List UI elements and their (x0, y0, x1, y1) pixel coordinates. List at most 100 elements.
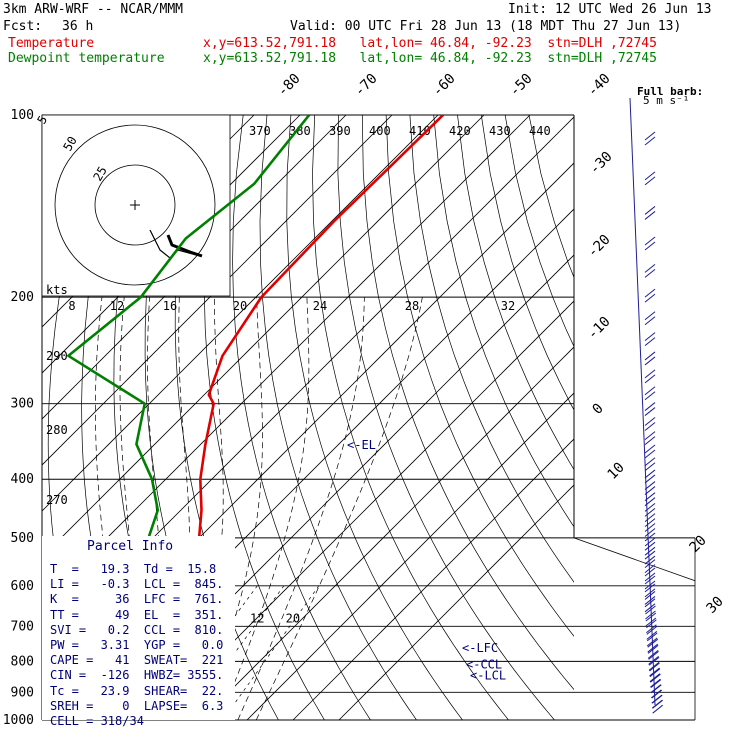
parcel-row: T = 19.3 Td = 15.8 (50, 562, 217, 576)
parcel-row: LI = -0.3 LCL = 845. (50, 577, 224, 592)
pressure-tick-label: 100 (11, 108, 34, 123)
hodograph-speed-label: 32 (501, 299, 515, 313)
pressure-tick-label: 1000 (3, 713, 34, 728)
parcel-row: Tc = 23.9 SHEAR= 22. (50, 683, 224, 698)
wind-barb (644, 591, 656, 605)
isotherm-line (42, 115, 347, 420)
mixing-ratio-label: 12 (250, 611, 264, 625)
valid-time: Valid: 00 UTC Fri 28 Jun 13 (18 MDT Thu … (290, 19, 682, 34)
isotherm-label: -60 (430, 71, 459, 100)
wind-barb (644, 575, 656, 590)
isotherm-line (200, 346, 574, 720)
pressure-tick-label: 600 (11, 579, 34, 594)
isotherm-label: -10 (585, 314, 614, 343)
wind-unit: 5 m s⁻¹ (643, 94, 689, 107)
dry-adiabat (385, 115, 574, 637)
dry-adiabat (361, 115, 574, 691)
wind-barb (644, 583, 656, 598)
isotherm-label: 0 (590, 401, 607, 418)
wind-barb (644, 402, 656, 416)
isotherm-line (338, 484, 574, 720)
isotherm-label: -30 (587, 149, 616, 178)
parcel-info-title: Parcel Info (87, 539, 174, 554)
moist-adiabat (237, 297, 365, 720)
theta-label: 370 (249, 124, 271, 138)
isotherm-line (42, 115, 393, 466)
level-marker-el: <-EL (347, 438, 376, 452)
wind-barb (644, 236, 656, 251)
pressure-tick-label: 900 (11, 685, 34, 700)
wind-barb (644, 311, 656, 326)
wind-barb (650, 673, 661, 688)
wind-barb (644, 532, 656, 547)
wind-barb (649, 668, 661, 683)
pressure-tick-label: 800 (11, 654, 34, 669)
isotherm-line (42, 115, 485, 558)
theta-label-low: 290 (46, 349, 68, 363)
wind-barb (644, 513, 656, 528)
wind-barb (646, 626, 658, 640)
wind-barb (646, 632, 658, 647)
wind-barb (650, 679, 662, 693)
moist-adiabat (163, 297, 190, 720)
dry-adiabat (204, 115, 325, 720)
wind-barb (644, 431, 656, 446)
theta-label: 390 (329, 124, 351, 138)
wind-barb (644, 559, 656, 574)
wind-barb (644, 131, 656, 146)
diagonal-edge (573, 537, 696, 582)
isotherm-label: 30 (704, 594, 727, 617)
hodograph-unit: kts (46, 283, 68, 297)
wind-barb (644, 288, 656, 303)
isotherm-label: -40 (585, 71, 614, 100)
hodograph-ring-label: 50 (60, 134, 79, 154)
theta-label: 400 (369, 124, 391, 138)
parcel-row: CELL = 318/34 (50, 714, 144, 728)
isotherm-line (154, 300, 574, 720)
dry-adiabat (286, 115, 463, 720)
parcel-row: CIN = -126 HWBZ= 3555. (50, 668, 224, 683)
wind-barb (644, 369, 656, 384)
wind-staff (629, 97, 656, 706)
hodograph-ring (94, 164, 176, 246)
isotherm-label: 10 (605, 460, 628, 483)
theta-label: 440 (529, 124, 551, 138)
init-time: Init: 12 UTC Wed 26 Jun 13 (508, 2, 712, 17)
isotherm-label: -20 (585, 232, 614, 261)
hodograph-speed-label: 8 (68, 299, 75, 313)
legend-dewpoint: Dewpoint temperature (8, 51, 165, 66)
dry-adiabat (312, 115, 509, 720)
theta-label: 430 (489, 124, 511, 138)
isotherm-label: -80 (275, 71, 304, 100)
dry-adiabat (259, 115, 417, 720)
wind-barb (644, 492, 656, 507)
parcel-row: PW = 3.31 YGP = 0.0 (50, 638, 224, 652)
wind-barb (644, 469, 656, 484)
wind-barb (644, 351, 656, 366)
isotherm-label: -70 (352, 71, 381, 100)
isotherm-label: 20 (687, 533, 710, 556)
wind-barb (644, 444, 656, 459)
dry-adiabat (337, 115, 555, 720)
wind-barb (644, 417, 656, 431)
wind-barb (649, 662, 660, 677)
pressure-tick-label: 400 (11, 472, 34, 487)
wind-barb (644, 502, 656, 517)
wind-barb (644, 206, 656, 220)
dry-adiabat (480, 115, 574, 411)
theta-label: 410 (409, 124, 431, 138)
mixing-ratio-line (222, 585, 320, 720)
forecast-label: Fcst: (3, 19, 43, 34)
dry-adiabat (433, 115, 574, 528)
parcel-row: CAPE = 41 SWEAT= 221 (50, 653, 224, 668)
wind-barb (644, 457, 656, 472)
model-title: 3km ARW-WRF -- NCAR/MMM (3, 2, 184, 17)
parcel-row: SVI = 0.2 CCL = 810. (50, 622, 224, 637)
wind-barb (644, 598, 656, 613)
isotherm-line (246, 392, 574, 720)
hodograph-speed-label: 24 (313, 299, 327, 313)
parcel-row: K = 36 LFC = 761. (50, 592, 224, 607)
pressure-tick-label: 700 (11, 619, 34, 634)
hodograph-speed-label: 12 (110, 299, 124, 313)
hodograph-mean-wind (166, 234, 203, 258)
